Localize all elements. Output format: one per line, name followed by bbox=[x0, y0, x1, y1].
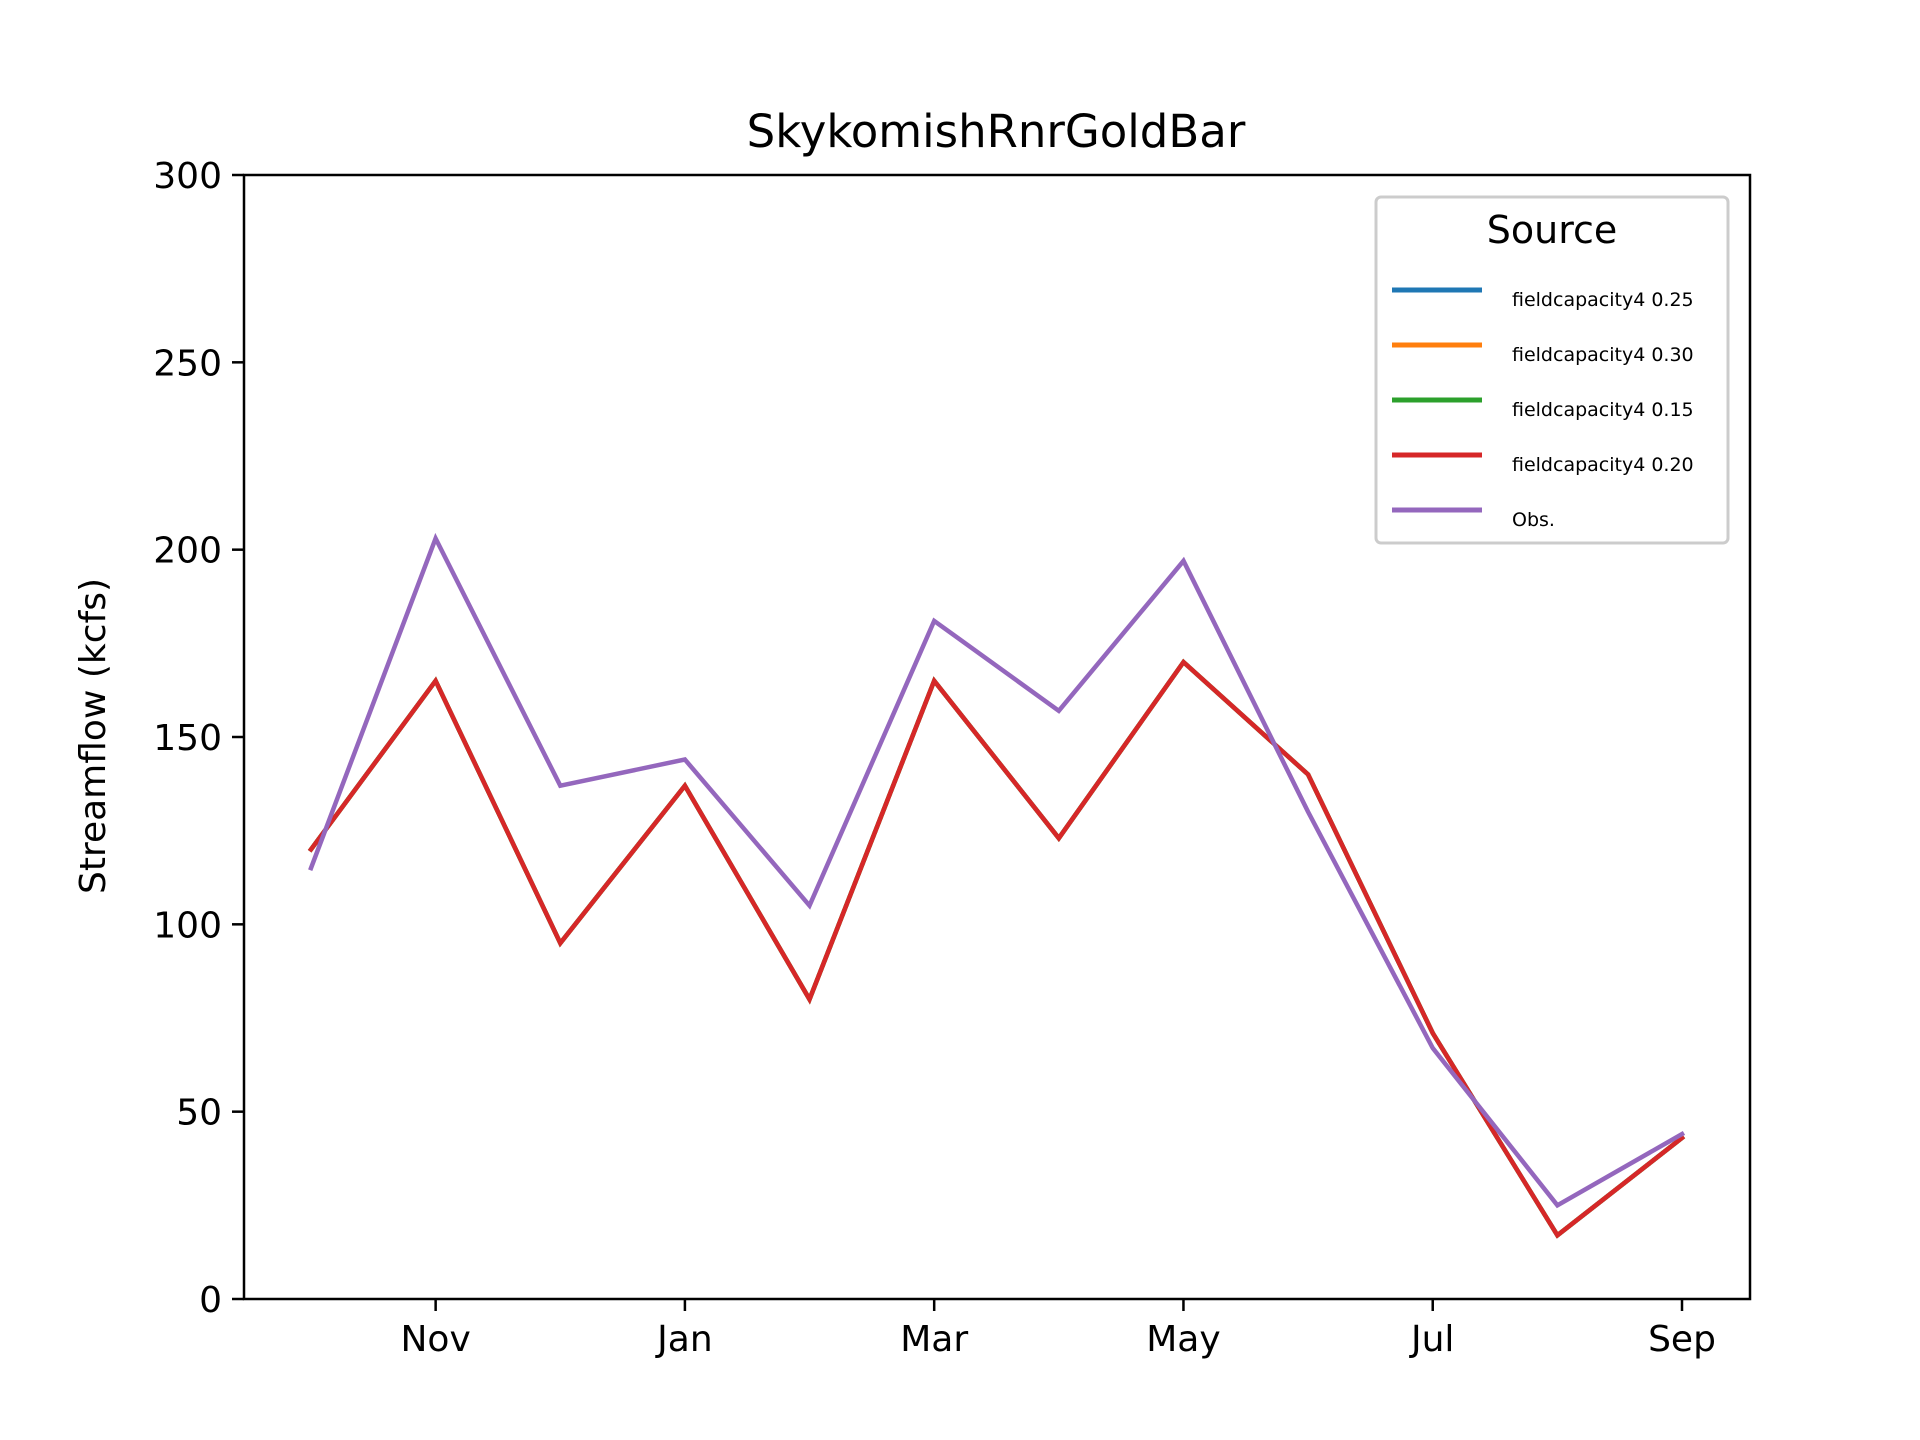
legend-label: fieldcapacity4 0.25 bbox=[1512, 289, 1694, 311]
x-tick-label: Sep bbox=[1648, 1319, 1716, 1360]
chart-title: SkykomishRnrGoldBar bbox=[747, 105, 1246, 158]
y-axis-label: Streamflow (kcfs) bbox=[73, 578, 114, 894]
series-line-4 bbox=[308, 532, 1686, 1209]
legend-label: fieldcapacity4 0.15 bbox=[1512, 399, 1694, 421]
y-tick-label: 200 bbox=[153, 531, 222, 572]
legend: Source fieldcapacity4 0.25fieldcapacity4… bbox=[1374, 195, 1730, 545]
legend-label: fieldcapacity4 0.20 bbox=[1512, 454, 1694, 476]
y-tick-label: 300 bbox=[153, 156, 222, 197]
plot-frame bbox=[242, 173, 1752, 1301]
y-axis-ticks: 0 50 100 150 200 250 300 bbox=[153, 156, 244, 1321]
legend-entries: fieldcapacity4 0.25 fieldcapacity4 0.30 fi… bbox=[1392, 287, 1694, 531]
legend-label: fieldcapacity4 0.30 bbox=[1512, 344, 1694, 366]
x-tick-label: May bbox=[1146, 1319, 1220, 1360]
y-tick-label: 250 bbox=[153, 343, 222, 384]
y-tick-label: 150 bbox=[153, 718, 222, 759]
y-tick-label: 50 bbox=[176, 1093, 222, 1134]
legend-title: Source bbox=[1487, 208, 1618, 252]
x-tick-label: Nov bbox=[401, 1319, 471, 1360]
y-tick-label: 0 bbox=[199, 1280, 222, 1321]
x-tick-label: Jul bbox=[1409, 1319, 1454, 1360]
y-tick-label: 100 bbox=[153, 905, 222, 946]
series-line-3 bbox=[307, 658, 1686, 1239]
x-tick-label: Mar bbox=[900, 1319, 968, 1360]
legend-label: Obs. bbox=[1512, 509, 1555, 531]
x-tick-label: Jan bbox=[655, 1319, 713, 1360]
series-lines bbox=[307, 532, 1686, 1239]
x-axis-ticks: Nov Jan Mar May Jul Sep bbox=[401, 1299, 1716, 1360]
